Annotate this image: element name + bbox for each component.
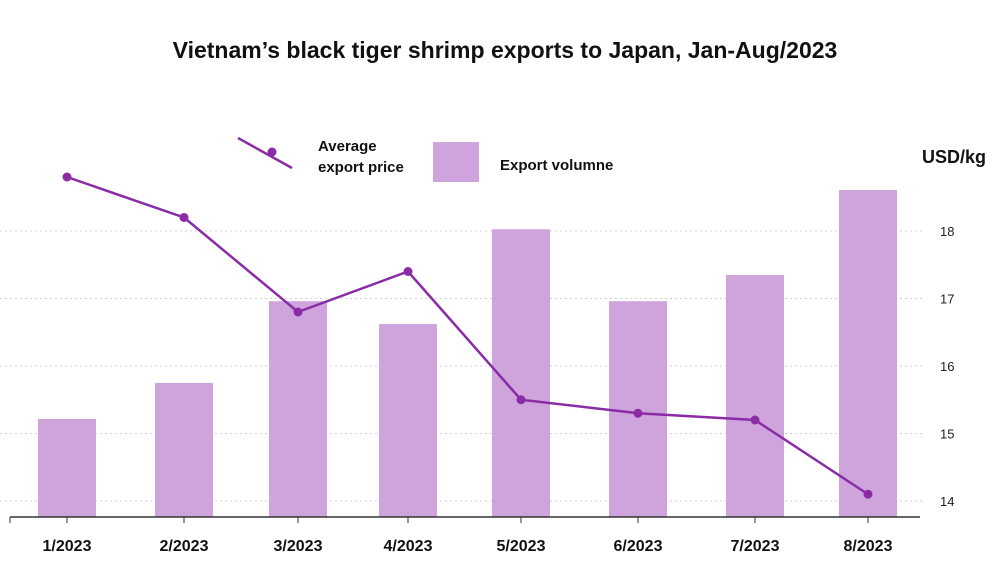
x-tick-label: 7/2023 xyxy=(731,538,780,555)
price-point xyxy=(403,267,413,276)
price-point xyxy=(179,213,189,222)
y-axis-right-label: USD/kg xyxy=(922,147,986,167)
legend-line-marker xyxy=(267,147,277,157)
price-point xyxy=(863,489,873,499)
x-tick-label: 2/2023 xyxy=(160,538,209,555)
y-tick-label: 14 xyxy=(940,494,954,509)
bar xyxy=(726,275,784,517)
y-tick-label: 15 xyxy=(940,427,954,442)
y-tick-label: 16 xyxy=(940,359,954,374)
legend-line-swatch xyxy=(237,136,293,170)
legend-bar-label: Export volumne xyxy=(500,157,613,174)
x-tick-label: 5/2023 xyxy=(497,538,546,555)
x-tick-label: 8/2023 xyxy=(844,538,893,555)
price-point xyxy=(633,408,643,418)
y-tick-label: 17 xyxy=(940,292,954,307)
price-line xyxy=(66,175,869,496)
price-point xyxy=(293,307,303,317)
bar xyxy=(38,418,96,517)
y-tick-label: 18 xyxy=(940,224,954,239)
chart-title: Vietnam’s black tiger shrimp exports to … xyxy=(173,37,838,63)
bar xyxy=(269,301,327,517)
bar xyxy=(839,190,897,517)
price-point xyxy=(62,172,72,182)
legend: Average export price Export volumne xyxy=(237,136,613,182)
bar xyxy=(492,229,550,518)
bar xyxy=(155,382,213,517)
x-tick-label: 6/2023 xyxy=(614,538,663,555)
legend-bar-swatch xyxy=(433,142,479,182)
x-tick-label: 3/2023 xyxy=(274,538,323,555)
legend-line-label: Average export price xyxy=(318,138,404,176)
x-tick-label: 1/2023 xyxy=(43,538,92,555)
price-point xyxy=(750,415,760,425)
bar xyxy=(379,324,437,517)
price-point xyxy=(516,395,526,405)
x-tick-label: 4/2023 xyxy=(384,538,433,555)
